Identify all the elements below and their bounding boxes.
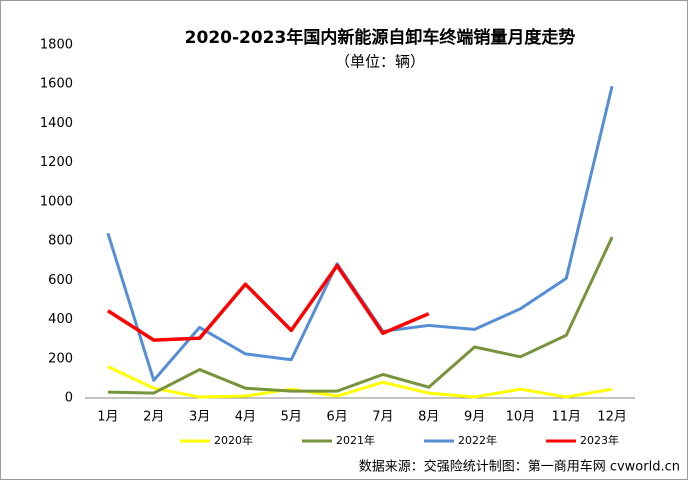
y-tick-label: 400 — [48, 312, 73, 327]
series-line — [106, 263, 430, 342]
y-tick-label: 1800 — [40, 38, 73, 53]
y-tick-label: 200 — [48, 351, 73, 366]
y-tick-label: 0 — [65, 391, 73, 406]
y-tick-label: 1600 — [40, 77, 73, 92]
x-tick-label: 5月 — [281, 410, 302, 425]
y-tick-label: 600 — [48, 273, 73, 288]
y-tick-label: 1000 — [40, 194, 73, 209]
y-tick-label: 1200 — [40, 155, 73, 170]
legend-label: 2020年 — [214, 433, 253, 447]
x-tick-label: 4月 — [235, 410, 256, 425]
chart-title: 2020-2023年国内新能源自卸车终端销量月度走势 — [185, 27, 576, 48]
legend-label: 2021年 — [336, 433, 375, 447]
y-tick-label: 800 — [48, 234, 73, 249]
x-tick-label: 1月 — [97, 410, 118, 425]
series-line — [107, 236, 614, 395]
x-tick-label: 6月 — [326, 410, 347, 425]
x-tick-label: 11月 — [551, 410, 581, 425]
x-tick-label: 2月 — [143, 410, 164, 425]
series-line — [107, 365, 613, 399]
chart-subtitle: （单位：辆） — [335, 53, 425, 71]
x-tick-label: 12月 — [597, 410, 627, 425]
x-tick-label: 7月 — [372, 410, 393, 425]
x-tick-label: 3月 — [189, 410, 210, 425]
y-tick-label: 1400 — [40, 116, 73, 131]
x-tick-label: 10月 — [506, 410, 536, 425]
legend-label: 2023年 — [580, 433, 619, 447]
x-tick-label: 9月 — [464, 410, 485, 425]
x-tick-label: 8月 — [418, 410, 439, 425]
source-note: 数据来源：交强险统计制图：第一商用车网 cvworld.cn — [359, 459, 680, 475]
legend-label: 2022年 — [458, 433, 497, 447]
